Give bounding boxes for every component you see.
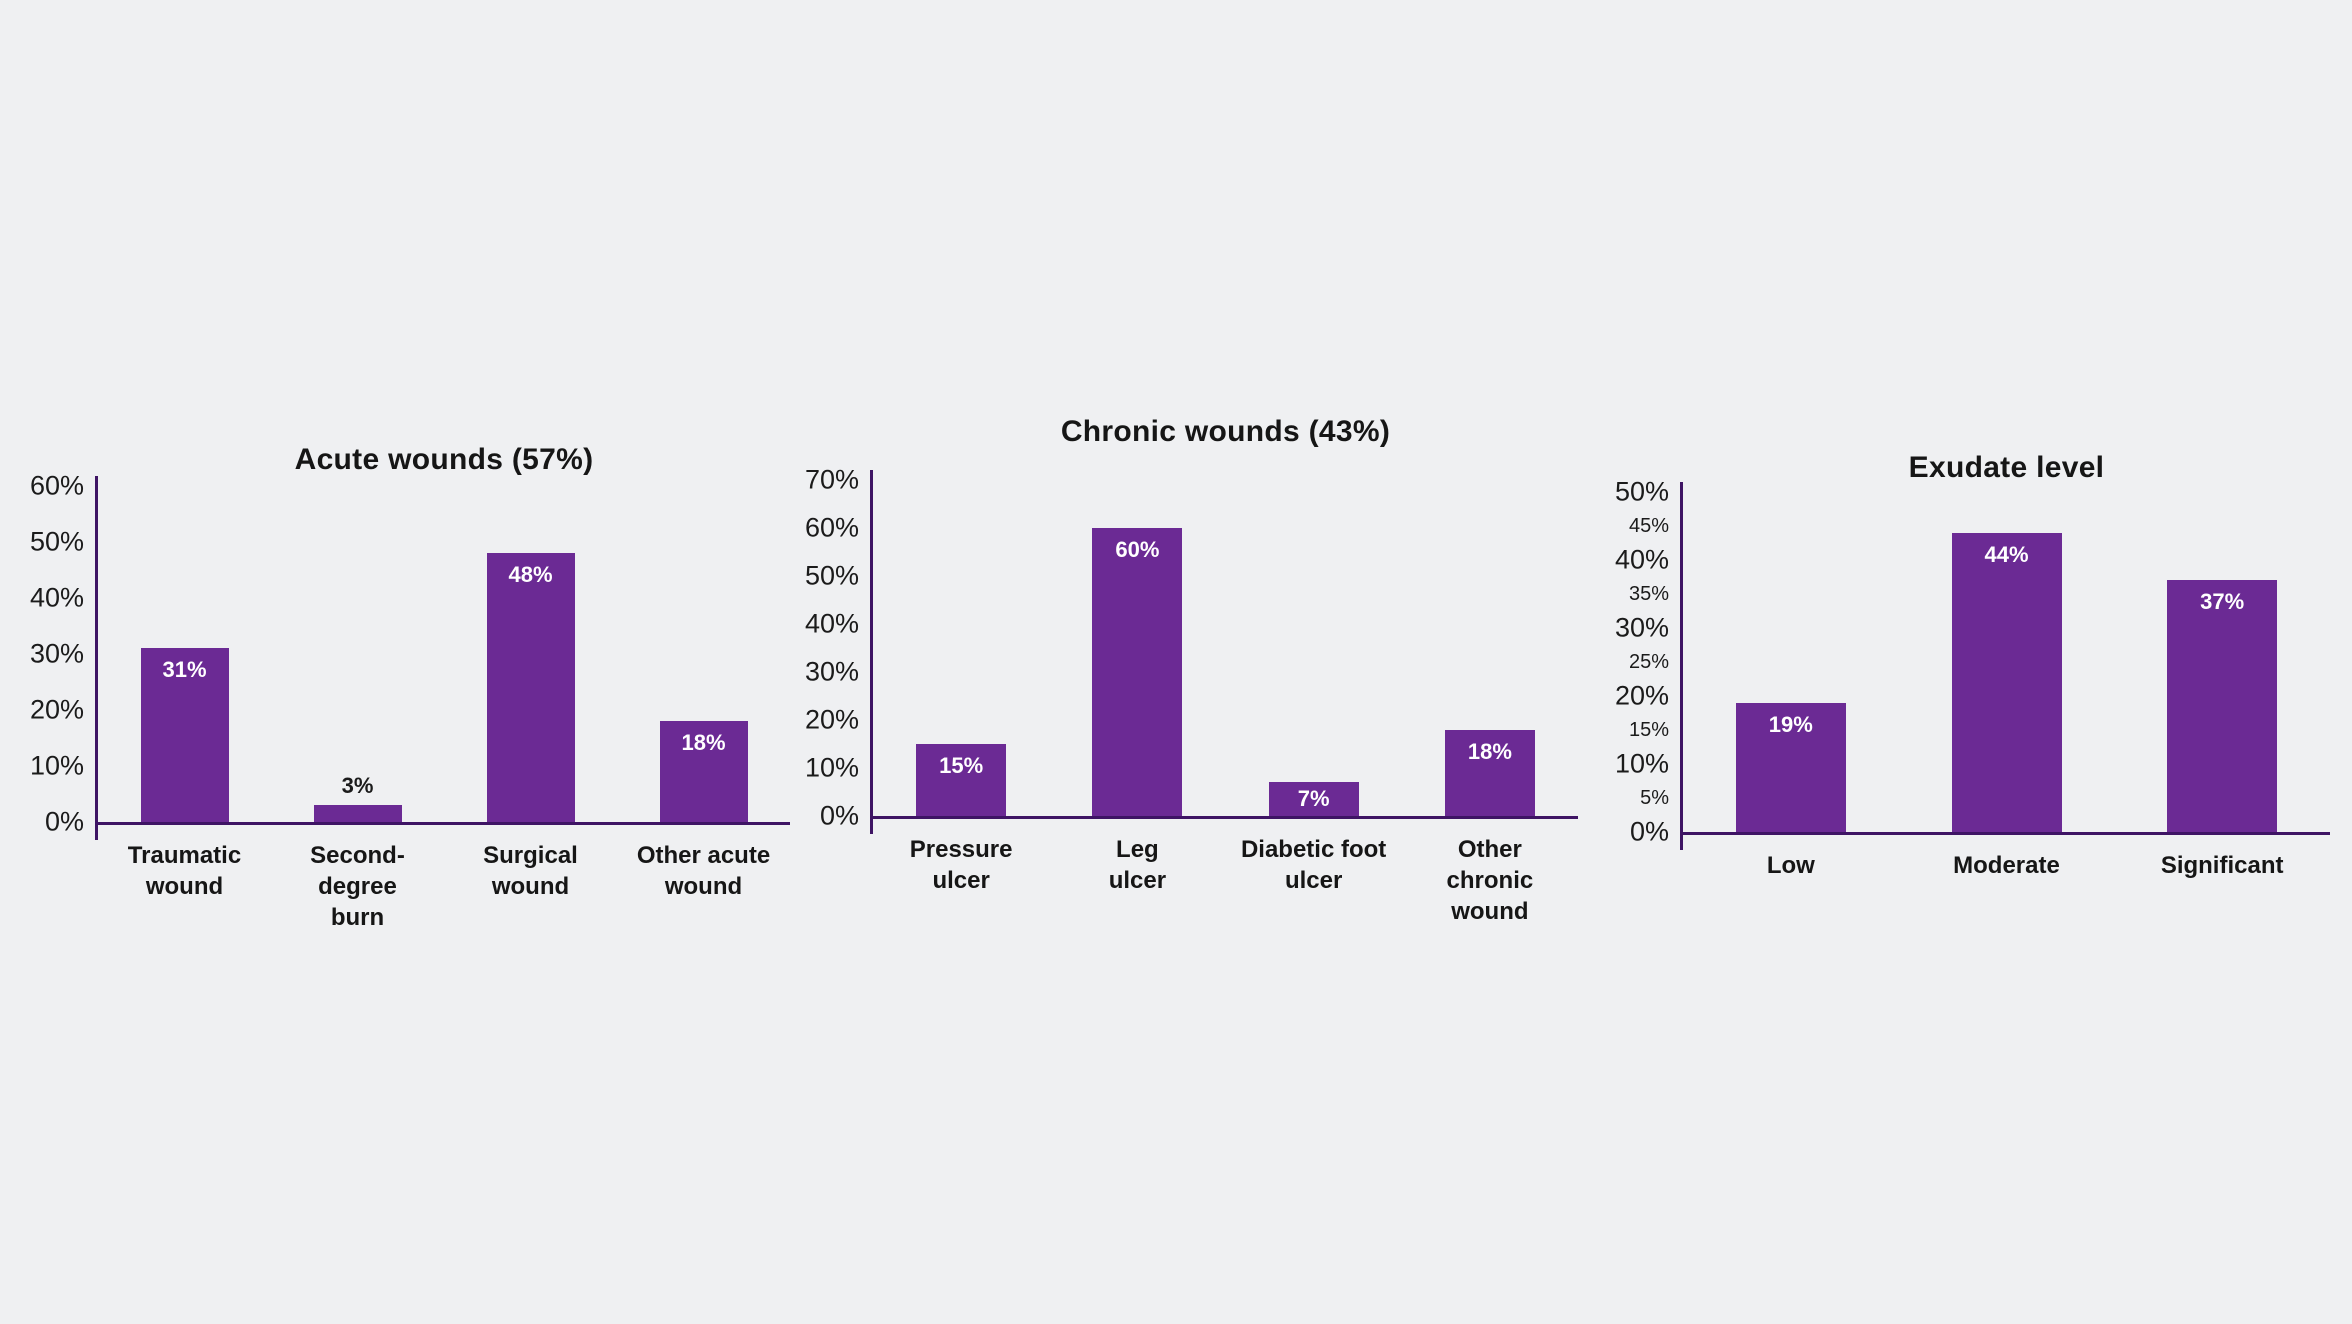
bar: 48% bbox=[486, 553, 575, 822]
y-tick-label: 20% bbox=[1614, 680, 1669, 711]
y-tick-label: 30% bbox=[1614, 612, 1669, 643]
y-tick-label: 60% bbox=[804, 512, 859, 543]
y-tick-label: 35% bbox=[1628, 583, 1669, 605]
bar-value-label: 44% bbox=[1984, 541, 2029, 567]
bar: 18% bbox=[1444, 729, 1535, 816]
y-tick-label: 25% bbox=[1628, 651, 1669, 673]
bar-value-label: 60% bbox=[1115, 537, 1160, 562]
y-tick-label: 10% bbox=[804, 752, 859, 783]
bar-value-label: 18% bbox=[1467, 738, 1512, 764]
y-axis-line bbox=[1680, 482, 1683, 850]
chart-title: Chronic wounds (43%) bbox=[1060, 415, 1391, 448]
x-axis-line bbox=[1683, 832, 2330, 835]
chart-title: Acute wounds (57%) bbox=[294, 443, 594, 476]
y-tick-label: 0% bbox=[1629, 816, 1669, 847]
category-label: Moderate bbox=[1953, 852, 2060, 879]
plot-area: 0% 5% 10% 15% 20% 25% 30% 35% 40% 45% 50% 19% Low 44%… bbox=[1615, 478, 2330, 879]
category-label: Low bbox=[1766, 852, 1815, 879]
y-tick-label: 40% bbox=[29, 582, 84, 613]
bar-value-label: 37% bbox=[2200, 589, 2245, 615]
y-tick-label: 0% bbox=[819, 800, 859, 831]
category-label: Traumatic wound bbox=[127, 842, 242, 901]
y-tick-label: 50% bbox=[1614, 476, 1669, 507]
y-tick-label: 50% bbox=[29, 526, 84, 557]
bar: 19% bbox=[1735, 702, 1846, 832]
y-tick-label: 50% bbox=[804, 560, 859, 591]
bar-value-label: 15% bbox=[939, 753, 984, 778]
category-label: Other chronic wound bbox=[1446, 836, 1534, 926]
bar: 3% bbox=[313, 775, 402, 822]
bar: 18% bbox=[659, 721, 748, 822]
plot-area: 0% 10% 20% 30% 40% 50% 60% 70% 15% Pressure ulcer… bbox=[805, 466, 1578, 925]
y-tick-label: 20% bbox=[804, 704, 859, 735]
category-label: Leg ulcer bbox=[1108, 836, 1167, 895]
bar: 7% bbox=[1268, 782, 1359, 816]
bar-value-label: 31% bbox=[162, 657, 207, 683]
y-tick-label: 40% bbox=[1614, 544, 1669, 575]
y-tick-label: 10% bbox=[1614, 748, 1669, 779]
y-axis-line bbox=[870, 470, 873, 834]
bar: 60% bbox=[1092, 528, 1183, 816]
y-tick-label: 0% bbox=[44, 806, 84, 837]
y-tick-label: 40% bbox=[804, 608, 859, 639]
category-label: Pressure ulcer bbox=[909, 836, 1013, 895]
bar-value-label-above: 3% bbox=[341, 773, 374, 799]
category-label: Diabetic foot ulcer bbox=[1240, 836, 1387, 895]
y-tick-label: 20% bbox=[29, 694, 84, 725]
y-tick-label: 5% bbox=[1640, 787, 1669, 809]
y-axis-line bbox=[95, 476, 98, 840]
category-label: Surgical wound bbox=[483, 842, 578, 901]
bar: 44% bbox=[1951, 532, 2062, 832]
y-tick-label: 45% bbox=[1628, 515, 1669, 537]
bar: 37% bbox=[2167, 580, 2278, 832]
bar-value-label: 48% bbox=[508, 562, 553, 588]
bar: 31% bbox=[140, 648, 229, 822]
y-tick-label: 15% bbox=[1628, 719, 1669, 741]
category-label: Second-degree burn bbox=[310, 842, 405, 932]
bar: 15% bbox=[916, 744, 1007, 816]
category-label: Significant bbox=[2160, 852, 2284, 879]
y-tick-label: 60% bbox=[29, 470, 84, 501]
x-axis-line bbox=[873, 816, 1578, 819]
category-label: Other acute wound bbox=[636, 842, 771, 901]
chart-title: Exudate level bbox=[1908, 451, 2105, 484]
y-tick-label: 30% bbox=[804, 656, 859, 687]
y-tick-label: 30% bbox=[29, 638, 84, 669]
bar-value-label: 18% bbox=[681, 730, 726, 756]
y-tick-label: 10% bbox=[29, 750, 84, 781]
bar-value-label: 19% bbox=[1768, 711, 1813, 737]
x-axis-line bbox=[98, 822, 790, 825]
plot-area: 0% 10% 20% 30% 40% 50% 60% 31% Traumatic wound 3%… bbox=[30, 472, 790, 931]
bar-value-label: 7% bbox=[1297, 786, 1330, 812]
y-tick-label: 70% bbox=[804, 464, 859, 495]
